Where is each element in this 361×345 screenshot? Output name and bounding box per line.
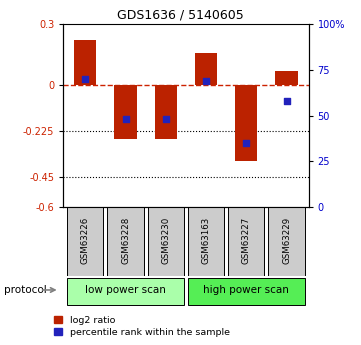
Point [284, 98, 290, 104]
Bar [67, 278, 184, 306]
Bar [228, 207, 264, 276]
Point [243, 140, 249, 146]
Text: GSM63226: GSM63226 [81, 217, 90, 264]
Point [203, 78, 209, 83]
Bar [67, 207, 103, 276]
Text: protocol: protocol [4, 285, 46, 295]
Point [123, 117, 129, 122]
Text: GSM63163: GSM63163 [201, 217, 210, 264]
Bar [195, 52, 217, 85]
Point [163, 117, 169, 122]
Text: GSM63228: GSM63228 [121, 217, 130, 264]
Bar [188, 278, 305, 306]
Bar [188, 207, 224, 276]
Text: high power scan: high power scan [203, 285, 289, 295]
Text: low power scan: low power scan [85, 285, 166, 295]
Bar [148, 207, 184, 276]
Text: GDS1636 / 5140605: GDS1636 / 5140605 [117, 9, 244, 22]
Bar [235, 85, 257, 161]
Legend: log2 ratio, percentile rank within the sample: log2 ratio, percentile rank within the s… [52, 314, 231, 338]
Bar [269, 207, 305, 276]
Bar [108, 207, 144, 276]
Bar [74, 40, 96, 85]
Text: GSM63230: GSM63230 [161, 217, 170, 264]
Point [82, 76, 88, 82]
Bar [155, 85, 177, 139]
Bar [275, 71, 297, 85]
Text: GSM63229: GSM63229 [282, 217, 291, 264]
Text: GSM63227: GSM63227 [242, 217, 251, 264]
Bar [114, 85, 136, 139]
